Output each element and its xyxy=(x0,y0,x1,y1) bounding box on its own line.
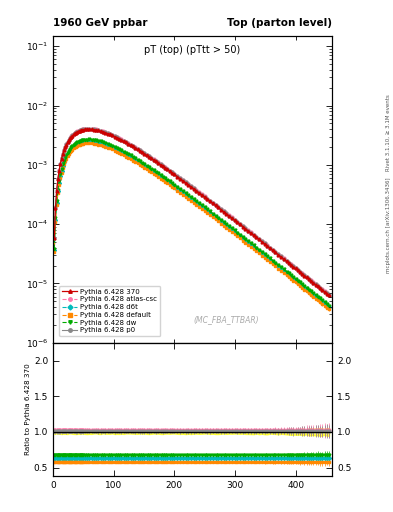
Text: (MC_FBA_TTBAR): (MC_FBA_TTBAR) xyxy=(193,315,259,324)
Text: Rivet 3.1.10, ≥ 3.1M events: Rivet 3.1.10, ≥ 3.1M events xyxy=(386,95,391,172)
Text: Top (parton level): Top (parton level) xyxy=(227,18,332,28)
Text: mcplots.cern.ch [arXiv:1306.3436]: mcplots.cern.ch [arXiv:1306.3436] xyxy=(386,178,391,273)
Y-axis label: Ratio to Pythia 6.428 370: Ratio to Pythia 6.428 370 xyxy=(25,364,31,455)
Text: 1960 GeV ppbar: 1960 GeV ppbar xyxy=(53,18,147,28)
Legend: Pythia 6.428 370, Pythia 6.428 atlas-csc, Pythia 6.428 d6t, Pythia 6.428 default: Pythia 6.428 370, Pythia 6.428 atlas-csc… xyxy=(59,286,160,336)
Text: pT (top) (pTtt > 50): pT (top) (pTtt > 50) xyxy=(145,45,241,55)
